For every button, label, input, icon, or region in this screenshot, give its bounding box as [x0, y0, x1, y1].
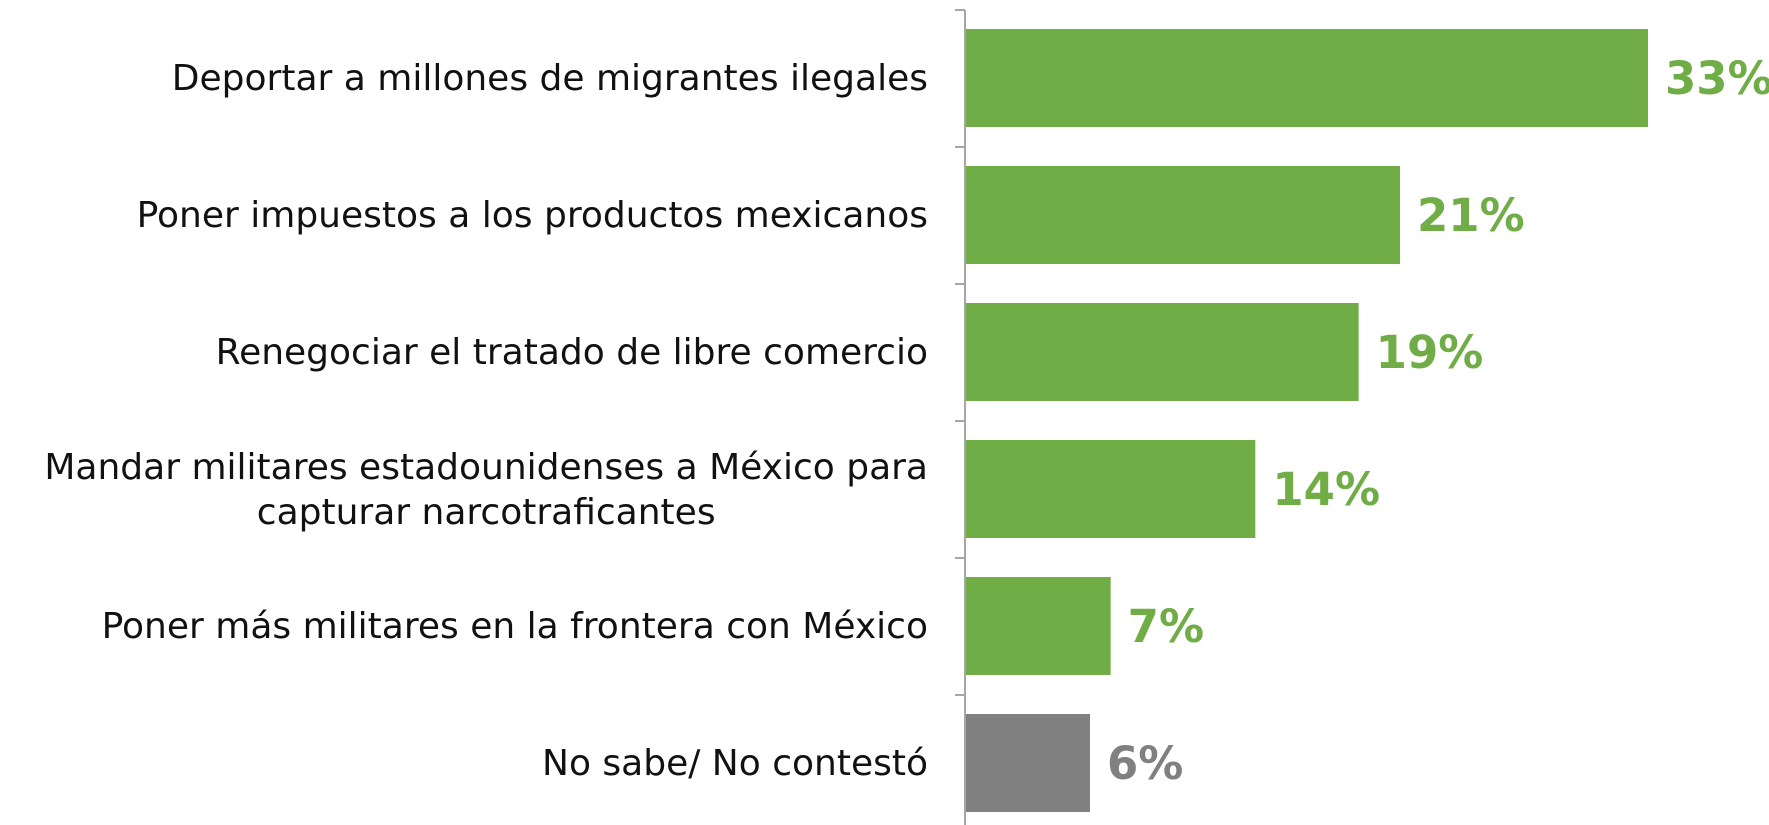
category-label: Mandar militares estadounidenses a Méxic… [44, 447, 928, 533]
value-labels: 33% 21% 19% 14% 7% 6% [1107, 52, 1769, 790]
value-label: 14% [1272, 463, 1380, 516]
bar [966, 714, 1090, 812]
value-label: 21% [1417, 189, 1525, 242]
value-label: 33% [1665, 52, 1769, 105]
category-label-line: Mandar militares estadounidenses a Méxic… [44, 447, 928, 488]
bar [966, 440, 1256, 538]
category-label: Poner impuestos a los productos mexicano… [137, 195, 928, 236]
category-label: No sabe/ No contestó [542, 743, 928, 784]
category-labels: Deportar a millones de migrantes ilegale… [44, 58, 928, 784]
bars [966, 29, 1648, 812]
axis [955, 9, 966, 825]
bar [966, 577, 1111, 675]
value-label: 6% [1107, 737, 1183, 790]
category-label: Renegociar el tratado de libre comercio [216, 332, 928, 373]
bar [966, 303, 1359, 401]
bar [966, 29, 1648, 127]
category-label: Poner más militares en la frontera con M… [102, 606, 928, 647]
category-label-line: capturar narcotraficantes [257, 492, 716, 533]
bar [966, 166, 1400, 264]
value-label: 19% [1376, 326, 1484, 379]
value-label: 7% [1128, 600, 1204, 653]
category-label: Deportar a millones de migrantes ilegale… [172, 58, 928, 99]
